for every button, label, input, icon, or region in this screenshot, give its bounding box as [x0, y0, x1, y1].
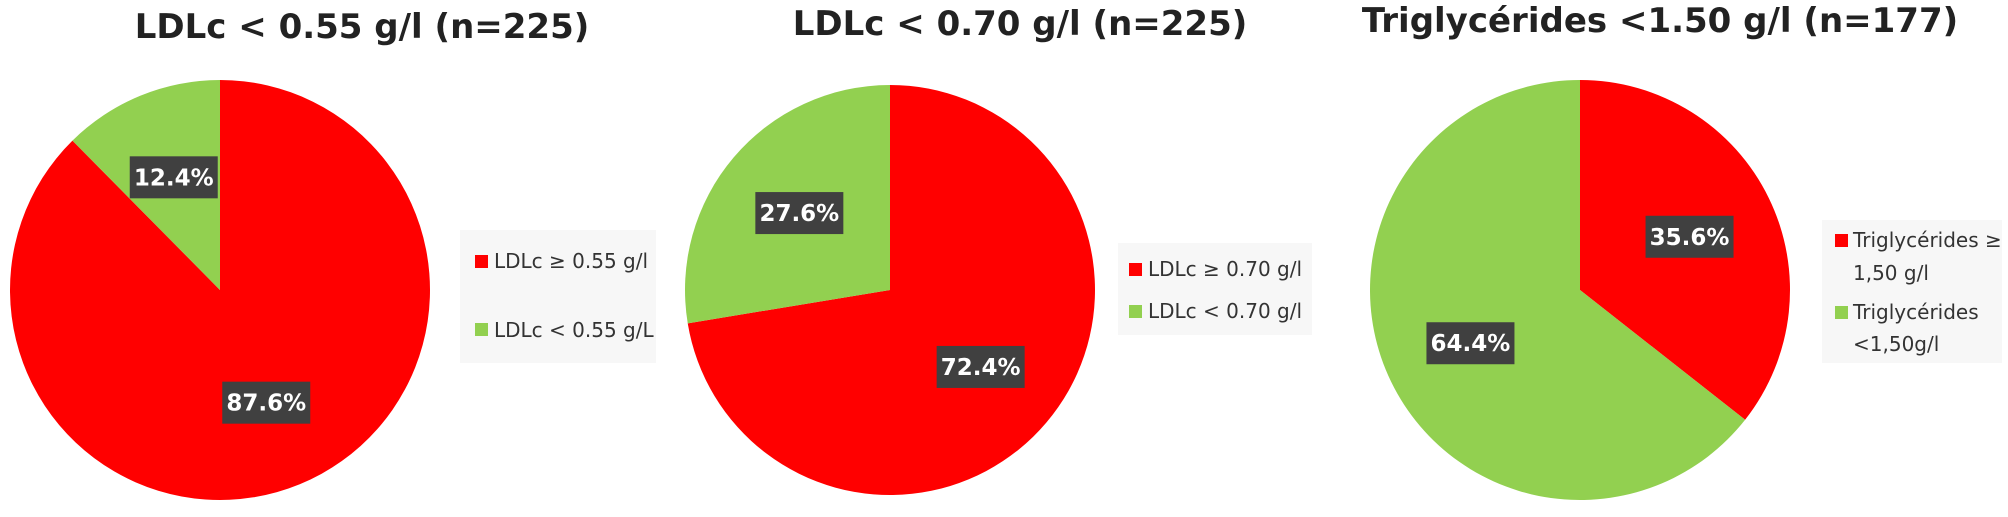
chart-1-data-label-0: 87.6%: [222, 381, 311, 424]
chart-3: Triglycérides <1.50 g/l (n=177) 35.6% 64.…: [1362, 1, 2002, 501]
chart-3-data-label-0: 35.6%: [1645, 215, 1734, 258]
chart-2-pie: 72.4% 27.6%: [684, 85, 1095, 495]
chart-1-title: LDLc < 0.55 g/l (n=225): [135, 7, 590, 47]
chart-2-slice-0: [687, 85, 1095, 495]
chart-3-legend-label-1b: <1,50g/l: [1853, 332, 1939, 356]
chart-1-data-label-1-box: [129, 156, 218, 199]
chart-3-legend-label-0a: Triglycérides ≥: [1852, 228, 2002, 252]
chart-1-data-label-1-text: 12.4%: [134, 165, 214, 191]
chart-3-data-label-1-box: [1426, 322, 1515, 365]
chart-3-legend-swatch-1: [1835, 306, 1848, 319]
chart-2-data-label-0: 72.4%: [936, 345, 1025, 388]
chart-1-legend-swatch-0: [475, 255, 488, 268]
chart-1-legend-swatch-1: [475, 323, 488, 336]
chart-3-data-label-0-box: [1645, 215, 1734, 258]
chart-2-data-label-1-box: [755, 192, 844, 235]
chart-2-legend-swatch-0: [1129, 263, 1142, 276]
chart-2-data-label-0-box: [936, 345, 1025, 388]
chart-3-data-label-0-text: 35.6%: [1650, 225, 1730, 251]
chart-2-data-label-1: 27.6%: [755, 192, 844, 235]
chart-1-data-label-0-text: 87.6%: [226, 391, 306, 417]
chart-2-data-label-0-text: 72.4%: [941, 355, 1021, 381]
chart-2-title: LDLc < 0.70 g/l (n=225): [793, 4, 1248, 44]
chart-1: LDLc < 0.55 g/l (n=225) 87.6% 12.4% LDLc …: [10, 7, 656, 500]
chart-2-data-label-1-text: 27.6%: [759, 201, 839, 227]
chart-3-legend-label-1a: Triglycérides: [1852, 300, 1979, 324]
chart-2-legend-swatch-1: [1129, 305, 1142, 318]
chart-2: LDLc < 0.70 g/l (n=225) 72.4% 27.6% LDLc …: [684, 4, 1312, 495]
chart-3-data-label-1-text: 64.4%: [1431, 331, 1511, 357]
chart-3-title: Triglycérides <1.50 g/l (n=177): [1362, 1, 1958, 41]
chart-3-legend-label-0b: 1,50 g/l: [1853, 261, 1929, 285]
chart-2-legend-label-1: LDLc < 0.70 g/l: [1148, 299, 1302, 323]
chart-3-slice-1: [1370, 80, 1746, 501]
chart-3-pie: 35.6% 64.4%: [1370, 80, 1790, 501]
chart-3-data-label-1: 64.4%: [1426, 322, 1515, 365]
chart-1-data-label-1: 12.4%: [129, 156, 218, 199]
chart-3-legend-swatch-0: [1835, 234, 1848, 247]
chart-1-pie: 87.6% 12.4%: [10, 80, 431, 500]
chart-2-legend: [1118, 243, 1312, 335]
chart-1-data-label-0-box: [222, 381, 311, 424]
chart-1-legend-label-0: LDLc ≥ 0.55 g/l: [494, 249, 648, 273]
chart-3-legend: [1822, 220, 2002, 363]
chart-1-legend-label-1: LDLc < 0.55 g/L: [494, 318, 654, 342]
chart-2-legend-label-0: LDLc ≥ 0.70 g/l: [1148, 257, 1302, 281]
chart-1-legend: [460, 230, 656, 363]
